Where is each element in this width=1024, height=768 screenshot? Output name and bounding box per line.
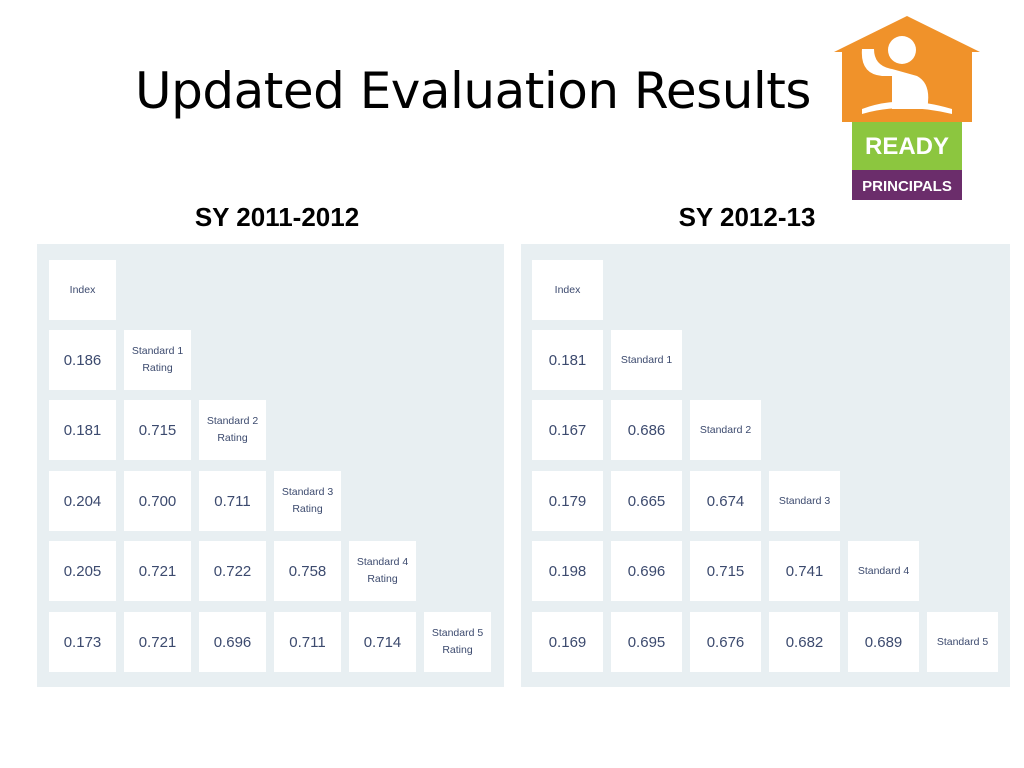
header-cell: Standard 1 Rating (124, 330, 191, 390)
panel-heading: SY 2012-13 (678, 202, 816, 232)
value-cell: 0.204 (49, 471, 116, 531)
value-cell: 0.181 (49, 400, 116, 460)
value-cell: 0.186 (49, 330, 116, 390)
value-cell: 0.696 (611, 541, 682, 601)
header-cell: Standard 2 (690, 400, 761, 460)
value-cell: 0.198 (532, 541, 603, 601)
header-cell: Standard 2 Rating (199, 400, 266, 460)
value-cell: 0.715 (690, 541, 761, 601)
value-cell: 0.758 (274, 541, 341, 601)
header-cell: Index (49, 260, 116, 320)
header-cell: Standard 5 (927, 612, 998, 672)
value-cell: 0.714 (349, 612, 416, 672)
slide-title: Updated Evaluation Results (135, 62, 811, 120)
value-cell: 0.696 (199, 612, 266, 672)
logo-top: READY (865, 133, 949, 160)
panel-heading: SY 2011-2012 (194, 202, 360, 232)
header-cell: Standard 3 (769, 471, 840, 531)
value-cell: 0.741 (769, 541, 840, 601)
value-cell: 0.721 (124, 541, 191, 601)
header-cell: Standard 5 Rating (424, 612, 491, 672)
value-cell: 0.676 (690, 612, 761, 672)
value-cell: 0.181 (532, 330, 603, 390)
value-cell: 0.686 (611, 400, 682, 460)
value-cell: 0.700 (124, 471, 191, 531)
value-cell: 0.721 (124, 612, 191, 672)
value-cell: 0.674 (690, 471, 761, 531)
value-cell: 0.722 (199, 541, 266, 601)
value-cell: 0.167 (532, 400, 603, 460)
header-cell: Standard 1 (611, 330, 682, 390)
header-cell: Index (532, 260, 603, 320)
value-cell: 0.682 (769, 612, 840, 672)
header-cell: Standard 4 (848, 541, 919, 601)
value-cell: 0.711 (274, 612, 341, 672)
value-cell: 0.169 (532, 612, 603, 672)
value-cell: 0.715 (124, 400, 191, 460)
value-cell: 0.689 (848, 612, 919, 672)
value-cell: 0.179 (532, 471, 603, 531)
header-cell: Standard 4 Rating (349, 541, 416, 601)
value-cell: 0.711 (199, 471, 266, 531)
logo: READY PRINCIPALS (834, 16, 980, 200)
value-cell: 0.173 (49, 612, 116, 672)
logo-bottom: PRINCIPALS (862, 178, 952, 195)
header-cell: Standard 3 Rating (274, 471, 341, 531)
value-cell: 0.205 (49, 541, 116, 601)
value-cell: 0.665 (611, 471, 682, 531)
value-cell: 0.695 (611, 612, 682, 672)
